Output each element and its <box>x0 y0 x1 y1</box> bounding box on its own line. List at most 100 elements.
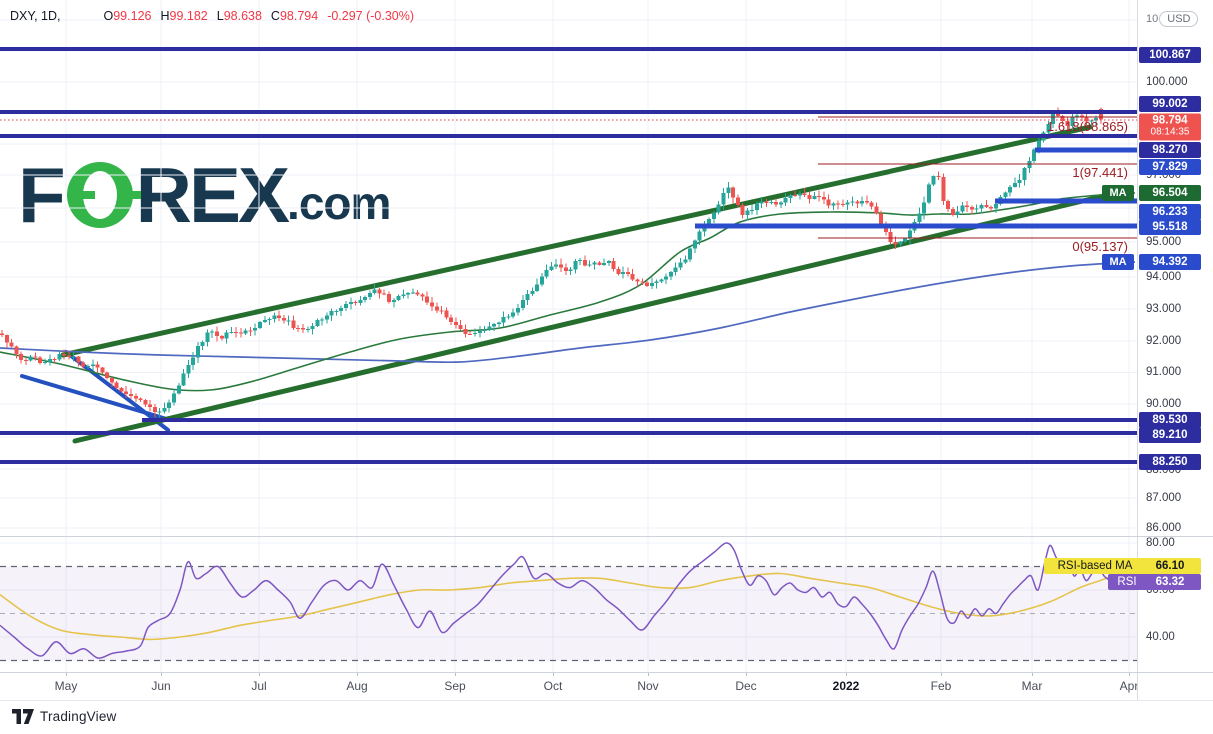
candle <box>382 293 387 295</box>
rsi-line <box>0 542 1114 659</box>
candle <box>750 209 755 211</box>
trend-drawings[interactable] <box>20 124 1115 444</box>
candle <box>965 205 970 208</box>
axis-tick: 40.00 <box>1146 631 1175 643</box>
candle <box>539 276 544 285</box>
candle <box>688 248 693 260</box>
candle <box>52 359 57 361</box>
candle <box>969 207 974 210</box>
candle <box>210 331 215 333</box>
candle <box>348 302 353 305</box>
candle <box>917 213 922 223</box>
candle <box>726 187 731 193</box>
ohlc-value: 98.638 <box>223 9 262 23</box>
candle <box>444 310 449 318</box>
price-and-rsi-panes[interactable]: 1.618(98.865) 1(97.441) 0(95.137) <box>0 0 1137 672</box>
candle <box>76 356 81 363</box>
ma-tag: MA <box>1102 254 1134 270</box>
candle <box>1084 116 1089 122</box>
pane-divider[interactable] <box>0 536 1213 537</box>
candle <box>286 320 291 322</box>
candle <box>181 373 186 386</box>
candle <box>114 382 119 389</box>
candle <box>1051 112 1056 124</box>
candle <box>1055 112 1060 116</box>
candle <box>511 312 516 317</box>
candle <box>320 319 325 321</box>
candle <box>23 359 28 361</box>
candle <box>1046 123 1051 133</box>
candle <box>391 299 396 302</box>
candle <box>922 202 927 214</box>
candle <box>305 328 310 330</box>
candle <box>28 356 33 361</box>
axis-tick: 95.000 <box>1146 236 1182 248</box>
price-axis[interactable]: 10 USD 100.000 97.000 95.000 94.000 93.000 92… <box>1044 0 1213 672</box>
candle <box>301 328 306 330</box>
month-tick <box>1129 672 1130 676</box>
month-tick <box>1032 672 1033 676</box>
candle <box>133 395 138 399</box>
symbol-title[interactable]: DXY, 1D, <box>10 9 61 23</box>
time-axis[interactable]: May Jun Jul Aug Sep Oct Nov Dec 2022 Feb Mar Apr <box>0 672 1137 700</box>
candle <box>879 213 884 224</box>
candle <box>38 357 43 364</box>
candle <box>960 205 965 212</box>
horizontal-levels[interactable]: 1.618(98.865) 1(97.441) 0(95.137) <box>0 47 1137 464</box>
candles[interactable] <box>0 107 1103 418</box>
candle <box>119 388 124 392</box>
candle <box>740 205 745 216</box>
candle <box>81 362 86 367</box>
candle <box>234 332 239 334</box>
candle <box>573 261 578 270</box>
month-label: Dec <box>735 679 757 693</box>
candle <box>664 276 669 280</box>
chart-canvas[interactable]: F REX .com 1.618(98.865) 1(97.441) 0(95.13… <box>0 0 1137 672</box>
candle <box>903 238 908 242</box>
month-label: Aug <box>346 679 368 693</box>
candle <box>277 315 282 318</box>
symbol-legend[interactable]: DXY, 1D, O99.126 H99.182 L98.638 C98.794 -0.2… <box>10 9 414 23</box>
axis-tick: 91.000 <box>1146 366 1182 378</box>
price-level-label: 94.392 <box>1139 254 1201 270</box>
candle <box>501 317 506 323</box>
candle <box>907 230 912 239</box>
candle <box>1036 140 1041 150</box>
month-tick <box>259 672 260 676</box>
candle <box>1065 121 1070 126</box>
channel-upper-trendline <box>60 124 1093 358</box>
candle <box>238 332 243 334</box>
candle <box>243 330 248 334</box>
candle <box>926 184 931 203</box>
month-tick <box>357 672 358 676</box>
axis-tick: 93.000 <box>1146 303 1182 315</box>
currency-usd-button[interactable]: USD <box>1159 11 1199 27</box>
candle <box>855 201 860 204</box>
candle <box>468 333 473 335</box>
month-label: Feb <box>930 679 952 693</box>
candle <box>248 330 253 332</box>
candle <box>559 264 564 268</box>
candle <box>33 356 38 358</box>
candle <box>463 329 468 334</box>
change-value: -0.297 (-0.30%) <box>327 9 415 23</box>
candle <box>396 296 401 300</box>
month-label: Jul <box>251 679 267 693</box>
candle <box>946 200 951 210</box>
candle <box>807 194 812 199</box>
candle <box>735 197 740 206</box>
price-level-label: 89.210 <box>1139 427 1201 443</box>
candle <box>754 203 759 210</box>
tradingview-logo[interactable]: TradingView <box>12 709 117 724</box>
time-axis-divider <box>0 672 1213 673</box>
candle <box>516 307 521 313</box>
candle <box>989 206 994 209</box>
candle <box>310 325 315 329</box>
ohlc-key: H <box>160 9 170 23</box>
candle <box>563 267 568 271</box>
candle <box>817 196 822 198</box>
axis-tick: 86.000 <box>1146 522 1182 534</box>
fib-level-label: 0(95.137) <box>1072 239 1128 254</box>
candle <box>673 267 678 273</box>
